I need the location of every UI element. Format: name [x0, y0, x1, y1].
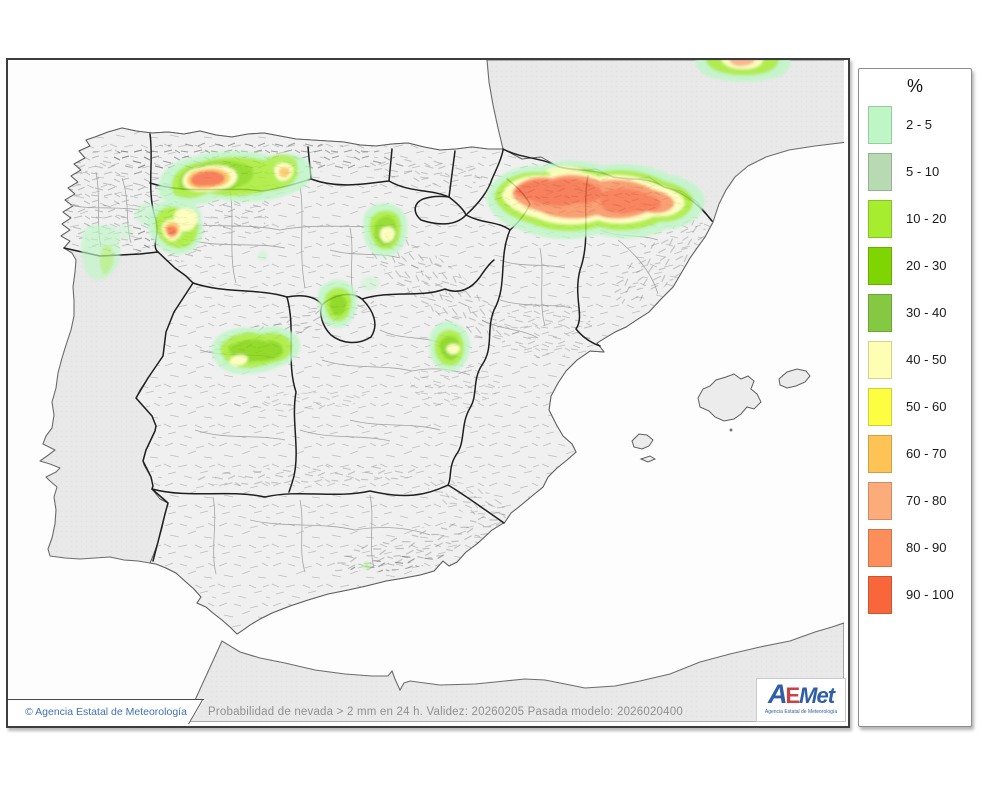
- aemet-logo-text: AEMet: [757, 679, 845, 709]
- legend-item: 10 - 20: [859, 195, 971, 242]
- legend-item: 70 - 80: [859, 477, 971, 524]
- legend-item: 40 - 50: [859, 336, 971, 383]
- legend-item: 5 - 10: [859, 148, 971, 195]
- aemet-logo-a: A: [767, 679, 787, 709]
- copyright-text: © Agencia Estatal de Meteorología: [25, 706, 187, 718]
- copyright-box: © Agencia Estatal de Meteorología: [8, 700, 204, 724]
- aemet-logo-met: Met: [799, 683, 835, 708]
- legend-item: 80 - 90: [859, 524, 971, 571]
- balearic-islands: [631, 368, 811, 463]
- spain-snow-probability-map: [8, 60, 844, 722]
- legend-swatch: [868, 481, 892, 520]
- prob-blob-sierra-nevada: [363, 562, 371, 570]
- aemet-logo: AEMet Agencia Estatal de Meteorología: [756, 678, 846, 722]
- legend-swatch: [868, 152, 892, 191]
- prob-blob-javalambre: [429, 321, 470, 372]
- legend-item: 20 - 30: [859, 242, 971, 289]
- map-frame: [6, 58, 850, 728]
- legend-swatch: [868, 387, 892, 426]
- legend-swatch: [868, 293, 892, 332]
- prob-blob-guadarrama: [258, 251, 380, 328]
- footer-info-text: Probabilidad de nevada > 2 mm en 24 h. V…: [208, 706, 683, 718]
- aemet-logo-e: E: [785, 683, 800, 708]
- legend-item: 50 - 60: [859, 383, 971, 430]
- prob-blob-leon: [147, 201, 204, 255]
- legend-swatch: [868, 575, 892, 614]
- legend-items: 2 - 5 5 - 10 10 - 20 20 - 30 30 - 40 40 …: [859, 101, 971, 618]
- legend-swatch: [868, 434, 892, 473]
- prob-blob-cantabrian: [158, 151, 312, 206]
- aemet-logo-subtitle: Agencia Estatal de Meteorología: [764, 709, 838, 715]
- prob-blob-gredos: [211, 326, 301, 375]
- prob-blob-pyrenees: [486, 160, 705, 240]
- copyright-box-topline: [8, 699, 204, 700]
- probability-legend: % 2 - 5 5 - 10 10 - 20 20 - 30 30 - 40 4…: [858, 68, 972, 727]
- legend-swatch: [868, 528, 892, 567]
- prob-blob-galicia: [80, 203, 157, 280]
- legend-swatch: [868, 199, 892, 238]
- legend-item: 60 - 70: [859, 430, 971, 477]
- africa-coast: [184, 622, 844, 722]
- legend-item: 2 - 5: [859, 101, 971, 148]
- legend-item: 90 - 100: [859, 571, 971, 618]
- legend-item: 30 - 40: [859, 289, 971, 336]
- legend-title: %: [906, 76, 923, 96]
- legend-swatch: [868, 105, 892, 144]
- prob-blob-soria: [363, 203, 408, 257]
- legend-swatch: [868, 246, 892, 285]
- prob-blob-france-top: [695, 60, 791, 82]
- probability-overlays: [80, 60, 791, 570]
- legend-swatch: [868, 340, 892, 379]
